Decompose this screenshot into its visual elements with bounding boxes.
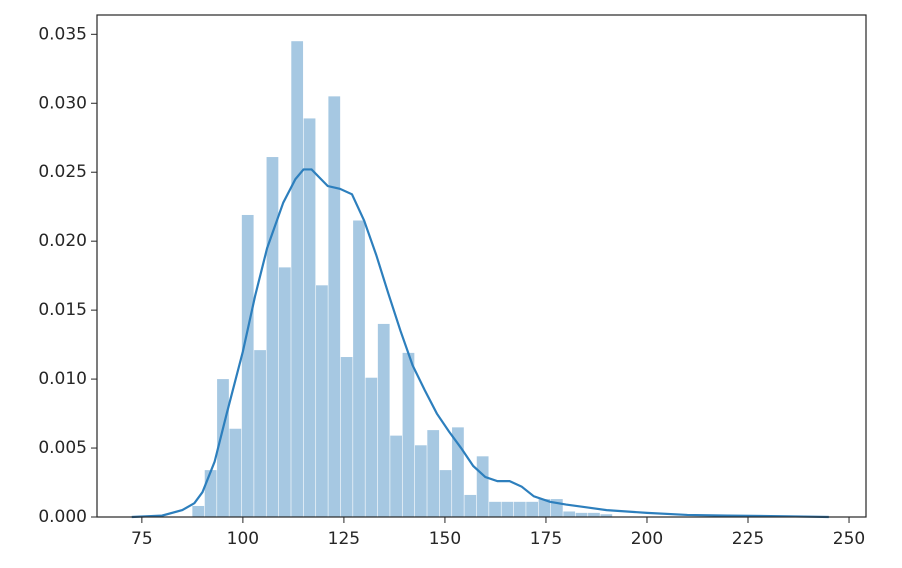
kde-line [131,168,829,519]
x-tick-label: 75 [131,529,153,549]
bar [402,352,415,517]
bar [229,428,242,517]
bar [254,350,266,517]
y-tick-label: 0.030 [38,93,87,113]
bar [303,118,316,517]
bar [217,379,229,517]
bar [278,267,291,517]
x-tick-label: 250 [833,529,865,549]
bar [377,323,390,517]
bar [513,501,526,517]
bar [241,214,254,517]
x-tick-label: 100 [227,529,259,549]
bar [464,494,477,517]
bar [452,427,464,517]
bar [588,512,600,517]
bar [575,512,588,517]
bar [526,501,538,517]
bar [414,445,427,517]
bar [266,157,279,518]
plot-frame [96,14,867,518]
bar [390,435,402,517]
bar [427,430,440,517]
bar [563,511,576,517]
bar [340,357,353,517]
y-tick-label: 0.000 [38,507,87,527]
bar [365,377,378,517]
bar [316,285,328,517]
x-tick-label: 150 [429,529,461,549]
bar [328,96,341,517]
bar [501,501,514,517]
y-tick-label: 0.025 [38,162,87,182]
y-tick-label: 0.035 [38,24,87,44]
y-tick-label: 0.010 [38,369,87,389]
bar [439,470,452,517]
x-tick-label: 125 [328,529,360,549]
bar [550,499,563,517]
bar [291,41,304,517]
bar [192,505,205,517]
bar [600,514,613,517]
bar [353,220,365,517]
bar [538,499,551,517]
x-tick-label: 175 [530,529,562,549]
y-tick-label: 0.020 [38,231,87,251]
y-tick-label: 0.015 [38,300,87,320]
bar [476,456,489,517]
bar [204,470,217,517]
x-tick-label: 225 [732,529,764,549]
y-tick-label: 0.005 [38,438,87,458]
x-tick-label: 200 [631,529,663,549]
bar [489,501,501,517]
